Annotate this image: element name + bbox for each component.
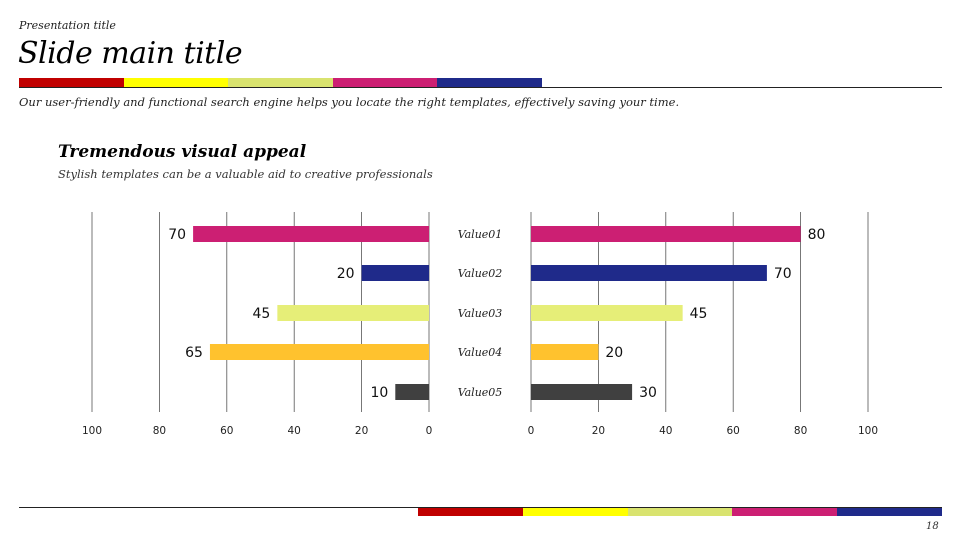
bar-left (209, 344, 429, 360)
color-stripe (627, 507, 733, 516)
bar-right (531, 226, 801, 242)
axis-tick-label-right: 100 (858, 425, 878, 437)
slide-subtitle: Our user-friendly and functional search … (19, 95, 680, 109)
data-label-left: 20 (337, 266, 355, 282)
data-label-right: 70 (774, 266, 792, 282)
axis-tick-label-right: 20 (592, 425, 605, 437)
bar-left (193, 226, 429, 242)
top-divider (19, 87, 942, 88)
category-label: Value04 (458, 346, 503, 359)
bar-right (531, 305, 683, 321)
axis-tick-label-left: 0 (426, 425, 433, 437)
axis-tick-label-right: 80 (794, 425, 807, 437)
axis-tick-label-right: 40 (659, 425, 672, 437)
bar-left (277, 305, 429, 321)
axis-tick-label-left: 20 (355, 425, 368, 437)
axis-tick-label-left: 80 (153, 425, 166, 437)
data-label-right: 80 (808, 227, 826, 243)
section-title: Tremendous visual appeal (58, 142, 307, 162)
presentation-title: Presentation title (19, 19, 116, 32)
data-label-left: 10 (370, 385, 388, 401)
bar-right (531, 384, 633, 400)
color-stripe (837, 507, 942, 516)
data-label-left: 45 (253, 306, 271, 322)
data-label-right: 20 (605, 345, 623, 361)
color-stripe (732, 507, 838, 516)
data-label-right: 45 (690, 306, 708, 322)
color-stripe (123, 78, 229, 87)
data-label-left: 70 (168, 227, 186, 243)
bar-left (361, 265, 429, 281)
category-label: Value05 (458, 386, 503, 399)
page-number: 18 (926, 521, 939, 532)
data-label-right: 30 (639, 385, 657, 401)
axis-tick-label-right: 0 (528, 425, 535, 437)
color-stripe (19, 78, 124, 87)
axis-tick-label-right: 60 (727, 425, 740, 437)
bottom-color-stripes (418, 507, 942, 516)
category-label: Value02 (458, 267, 503, 280)
bar-right (531, 344, 599, 360)
color-stripe (522, 507, 628, 516)
category-label: Value01 (458, 228, 503, 241)
section-subtitle: Stylish templates can be a valuable aid … (58, 167, 433, 181)
data-label-left: 65 (185, 345, 203, 361)
category-label: Value03 (458, 307, 503, 320)
bar-right (531, 265, 767, 281)
color-stripe (418, 507, 523, 516)
bottom-divider (19, 507, 942, 508)
axis-tick-label-left: 40 (288, 425, 301, 437)
bar-left (395, 384, 429, 400)
slide-title: Slide main title (18, 36, 243, 71)
axis-tick-label-left: 100 (82, 425, 102, 437)
axis-tick-label-left: 60 (220, 425, 233, 437)
color-stripe (437, 78, 542, 87)
top-color-stripes (19, 78, 542, 87)
color-stripe (332, 78, 438, 87)
color-stripe (228, 78, 333, 87)
